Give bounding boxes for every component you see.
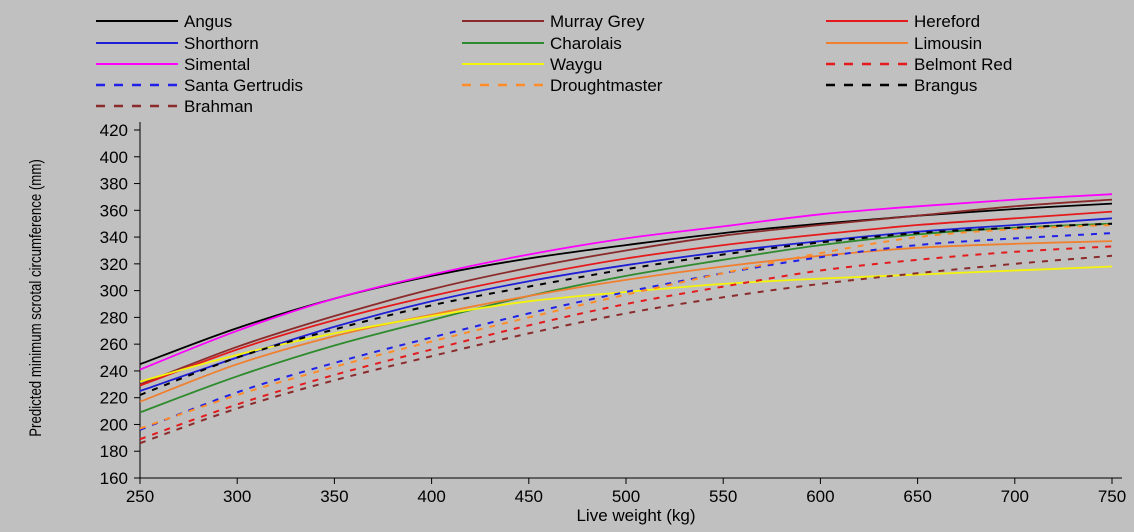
x-tick-label: 250: [126, 487, 154, 506]
y-tick-label: 420: [100, 121, 128, 140]
x-tick-label: 700: [1001, 487, 1029, 506]
legend-label-belmont-red: Belmont Red: [914, 55, 1012, 74]
y-tick-label: 360: [100, 201, 128, 220]
y-tick-label: 260: [100, 335, 128, 354]
y-tick-label: 160: [100, 469, 128, 488]
legend-label-angus: Angus: [184, 12, 232, 31]
y-tick-label: 380: [100, 175, 128, 194]
y-tick-label: 340: [100, 228, 128, 247]
series-line-shorthorn: [139, 217, 1113, 392]
x-tick-label: 650: [903, 487, 931, 506]
legend-label-droughtmaster: Droughtmaster: [550, 76, 663, 95]
series-line-waygu: [139, 265, 1113, 383]
series-line-limousin: [139, 240, 1113, 403]
axes: 160 180 200 220 240 260 280 300 320 340 360 380 400 4…: [100, 121, 1127, 506]
y-tick-label: 400: [100, 148, 128, 167]
y-tick-label: 320: [100, 255, 128, 274]
x-tick-label: 300: [223, 487, 251, 506]
y-tick-label: 240: [100, 362, 128, 381]
x-tick-label: 400: [417, 487, 445, 506]
y-tick-label: 280: [100, 308, 128, 327]
x-axis-title: Live weight (kg): [576, 506, 695, 525]
x-tick-label: 750: [1098, 487, 1126, 506]
legend: Angus Murray Grey Hereford Shorthorn Charola…: [96, 12, 1012, 116]
y-tick-label: 300: [100, 282, 128, 301]
x-tick-label: 550: [709, 487, 737, 506]
y-tick-label: 220: [100, 389, 128, 408]
legend-label-waygu: Waygu: [550, 55, 602, 74]
series-line-simental: [139, 193, 1113, 371]
legend-label-simental: Simental: [184, 55, 250, 74]
x-tick-label: 350: [320, 487, 348, 506]
y-tick-label: 200: [100, 415, 128, 434]
legend-label-charolais: Charolais: [550, 34, 622, 53]
y-tick-label: 180: [100, 442, 128, 461]
legend-label-shorthorn: Shorthorn: [184, 34, 259, 53]
series-line-brangus: [139, 222, 1113, 396]
series-line-murray-grey: [139, 198, 1113, 386]
legend-label-limousin: Limousin: [914, 34, 982, 53]
series-line-brahman: [139, 254, 1113, 445]
series-line-belmont-red: [139, 245, 1113, 441]
legend-label-brahman: Brahman: [184, 97, 253, 116]
y-axis-title: Predicted minimum scrotal circumference …: [27, 159, 46, 437]
series-line-santa-gertrudis: [139, 232, 1113, 431]
legend-label-santa-gertrudis: Santa Gertrudis: [184, 76, 303, 95]
series-line-droughtmaster: [139, 224, 1113, 430]
x-tick-label: 450: [515, 487, 543, 506]
series-line-charolais: [139, 222, 1113, 414]
legend-label-brangus: Brangus: [914, 76, 977, 95]
legend-label-hereford: Hereford: [914, 12, 980, 31]
x-tick-label: 600: [806, 487, 834, 506]
plot-area: [139, 193, 1113, 445]
x-tick-label: 500: [612, 487, 640, 506]
series-line-hereford: [139, 210, 1113, 387]
legend-label-murray-grey: Murray Grey: [550, 12, 645, 31]
